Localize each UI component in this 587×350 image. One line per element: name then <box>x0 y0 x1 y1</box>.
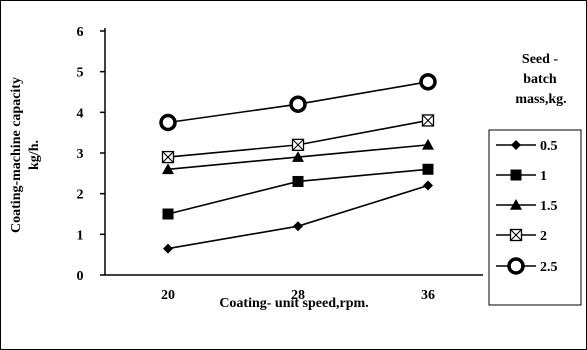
y-tick-label: 1 <box>77 228 84 243</box>
series-1 <box>162 163 434 220</box>
legend-label: 2.5 <box>540 260 558 275</box>
marker-open-circle <box>507 257 525 275</box>
marker-open-circle <box>419 73 437 91</box>
marker-diamond <box>423 180 433 191</box>
marker-triangle <box>422 138 434 150</box>
x-tick-label: 28 <box>291 288 305 303</box>
y-tick-label: 5 <box>77 66 84 81</box>
y-tick-label: 2 <box>77 188 84 203</box>
legend-item: 0.5 <box>496 139 558 154</box>
series-2.5 <box>159 73 437 132</box>
legend-label: 1.5 <box>540 199 558 214</box>
legend-box <box>488 129 582 306</box>
marker-square <box>510 169 522 181</box>
marker-triangle <box>510 199 522 210</box>
legend-title: Seed - batch mass,kg. <box>515 52 566 107</box>
y-axis-label-group: Coating-machine capacity kg/h. <box>9 77 42 233</box>
marker-triangle <box>292 151 304 162</box>
series-group <box>159 73 437 254</box>
y-tick-label: 0 <box>77 269 84 284</box>
marker-diamond <box>511 140 521 150</box>
series-1.5 <box>162 138 434 175</box>
marker-open-circle <box>289 95 307 113</box>
y-axis-label-line-1: Coating-machine capacity <box>9 77 24 233</box>
x-ticks: 20 28 36 <box>161 288 435 303</box>
series-0.5 <box>163 180 433 254</box>
legend-title-line-2: batch <box>523 72 557 87</box>
x-axis-label: Coating- unit speed,rpm. <box>219 296 368 311</box>
y-axis-label-line-2: kg/h. <box>27 140 42 170</box>
marker-triangle <box>162 163 174 175</box>
legend-item: 2 <box>496 228 547 244</box>
y-ticks: 0 1 2 3 4 5 6 <box>77 25 105 284</box>
y-tick-label: 4 <box>77 106 84 121</box>
marker-open-circle <box>159 113 177 132</box>
legend-label: 0.5 <box>540 139 558 154</box>
legend-item: 1.5 <box>496 199 558 214</box>
marker-square <box>162 208 174 220</box>
x-tick-label: 36 <box>421 288 435 303</box>
marker-square <box>422 163 434 175</box>
marker-boxed-x <box>291 138 305 152</box>
y-tick-label: 3 <box>77 147 84 162</box>
legend-title-line-1: Seed - <box>522 52 559 67</box>
marker-boxed-x <box>421 114 435 127</box>
y-tick-label: 6 <box>77 25 84 40</box>
legend-label: 2 <box>540 229 547 244</box>
marker-boxed-x <box>161 150 175 164</box>
marker-boxed-x <box>509 228 523 242</box>
marker-diamond <box>163 243 173 254</box>
marker-diamond <box>293 221 303 232</box>
legend-item: 2.5 <box>496 257 558 275</box>
series-2 <box>161 114 435 164</box>
x-tick-label: 20 <box>161 288 175 303</box>
legend-items: 0.5 1 1.5 2 2.5 <box>496 139 558 275</box>
legend-label: 1 <box>540 169 547 184</box>
legend-title-line-3: mass,kg. <box>515 92 566 107</box>
legend-item: 1 <box>496 169 547 184</box>
marker-square <box>292 175 304 187</box>
